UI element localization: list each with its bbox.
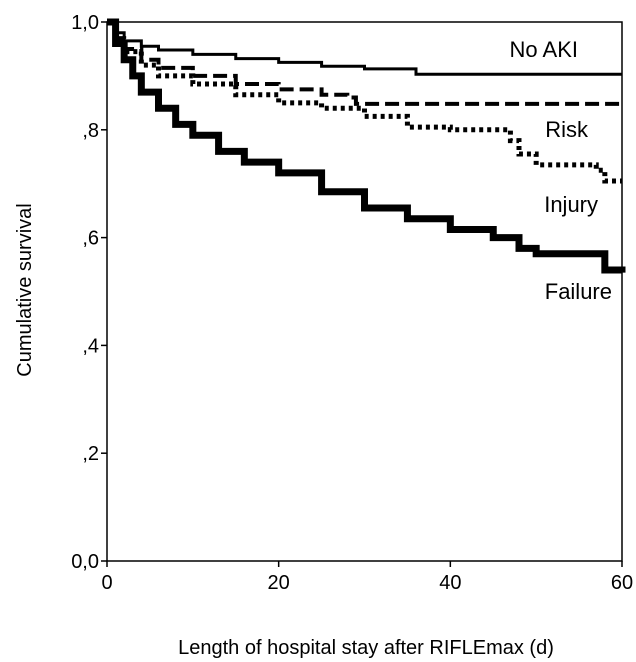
x-axis-title: Length of hospital stay after RIFLEmax (… [178, 637, 554, 659]
y-tick-label: ,2 [82, 443, 99, 465]
series-line-risk [107, 20, 622, 106]
series-label-no-aki: No AKI [510, 37, 578, 62]
y-axis-title: Cumulative survival [14, 203, 36, 376]
series-line-injury [107, 19, 622, 184]
y-tick-label: ,8 [82, 120, 99, 142]
y-axis: 0,0 ,2 ,4 ,6 ,8 1,0 [71, 12, 107, 573]
x-tick-label: 60 [611, 572, 633, 594]
y-tick-label: ,6 [82, 228, 99, 250]
y-tick-label: ,4 [82, 335, 99, 357]
series-layer [107, 18, 626, 274]
series-label-injury: Injury [544, 192, 598, 217]
series-line-no-aki [107, 20, 622, 76]
series-labels: No AKI Risk Injury Failure [510, 37, 612, 304]
x-tick-label: 20 [268, 572, 290, 594]
x-tick-label: 0 [101, 572, 112, 594]
plot-border [106, 21, 623, 562]
x-axis: 0 20 40 60 [101, 561, 633, 594]
plot-frame [106, 21, 623, 562]
series-line-failure [107, 18, 626, 274]
series-label-failure: Failure [545, 279, 612, 304]
y-tick-label: 0,0 [71, 551, 99, 573]
series-label-risk: Risk [545, 117, 589, 142]
y-tick-label: 1,0 [71, 12, 99, 34]
x-tick-label: 40 [439, 572, 461, 594]
